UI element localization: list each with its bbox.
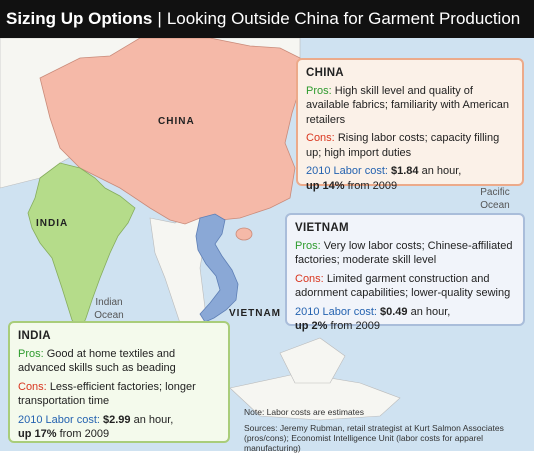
title: Sizing Up Options — [6, 9, 153, 28]
subtitle: Looking Outside China for Garment Produc… — [166, 9, 521, 28]
china-box-title: CHINA — [306, 67, 344, 79]
vietnam-cons-label: Cons: — [295, 272, 324, 285]
vietnam-cons: Cons: Limited garment construction and a… — [295, 272, 515, 301]
india-pros: Pros: Good at home textiles and advanced… — [18, 347, 220, 376]
vietnam-labor-cost: 2010 Labor cost: $0.49 an hour, up 2% fr… — [295, 305, 515, 334]
sources-text: Sources: Jeremy Rubman, retail strategis… — [244, 423, 504, 453]
india-shape — [27, 162, 136, 333]
map-label-vietnam: VIETNAM — [229, 308, 281, 319]
india-pros-label: Pros: — [18, 347, 44, 360]
china-cons: Cons: Rising labor costs; capacity filli… — [306, 131, 514, 160]
vietnam-labor-change: up 2% — [295, 320, 328, 332]
labor-cost-note: Note: Labor costs are estimates — [244, 407, 365, 417]
india-cons: Cons: Less-efficient factories; longer t… — [18, 380, 220, 409]
china-cons-label: Cons: — [306, 132, 335, 144]
land-borneo — [279, 337, 346, 384]
india-box-title: INDIA — [18, 330, 51, 342]
vietnam-pros-label: Pros: — [295, 239, 321, 252]
pacific-ocean-line1: Pacific — [480, 187, 510, 198]
vietnam-labor-unit: an hour, — [410, 305, 451, 318]
china-shape — [39, 38, 301, 225]
vietnam-pros-text: Very low labor costs; Chinese-affiliated… — [295, 239, 513, 267]
china-pros-label: Pros: — [306, 84, 332, 97]
india-pros-text: Good at home textiles and advanced skill… — [18, 347, 176, 375]
vietnam-box-title: VIETNAM — [295, 222, 349, 234]
india-labor-change: up 17% — [18, 428, 57, 440]
indian-ocean-line1: Indian — [95, 297, 123, 308]
map-label-india: INDIA — [36, 218, 69, 229]
china-cons-text: Rising labor costs; capacity filling up;… — [306, 132, 500, 159]
pacific-ocean-line2: Ocean — [480, 200, 510, 211]
hainan-shape — [235, 227, 253, 241]
china-labor-from: from 2009 — [347, 179, 398, 192]
vietnam-shape — [195, 213, 239, 323]
indian-ocean-line2: Ocean — [94, 310, 124, 321]
china-labor-label: 2010 Labor cost: — [306, 165, 388, 177]
china-labor-unit: an hour, — [421, 165, 462, 177]
china-labor-cost: 2010 Labor cost: $1.84 an hour, up 14% f… — [306, 164, 514, 193]
china-info-box: CHINA Pros: High skill level and quality… — [296, 58, 524, 192]
india-labor-value: $2.99 — [103, 413, 131, 426]
pacific-ocean-label: Pacific Ocean — [470, 186, 520, 212]
india-labor-from: from 2009 — [59, 428, 110, 440]
india-cons-text: Less-efficient factories; longer transpo… — [18, 380, 196, 408]
vietnam-labor-value: $0.49 — [380, 305, 408, 318]
map-label-china: CHINA — [158, 116, 195, 127]
india-labor-label: 2010 Labor cost: — [18, 413, 100, 426]
title-separator: | — [157, 9, 162, 28]
vietnam-pros: Pros: Very low labor costs; Chinese-affi… — [295, 239, 515, 268]
vietnam-cons-text: Limited garment construction and adornme… — [295, 272, 511, 300]
china-pros: Pros: High skill level and quality of av… — [306, 84, 514, 128]
vietnam-info-box: VIETNAM Pros: Very low labor costs; Chin… — [285, 213, 525, 332]
china-pros-text: High skill level and quality of availabl… — [306, 84, 509, 126]
vietnam-labor-label: 2010 Labor cost: — [295, 305, 377, 318]
footnotes: Note: Labor costs are estimates Sources:… — [244, 407, 530, 453]
vietnam-labor-from: from 2009 — [330, 320, 380, 332]
india-labor-unit: an hour, — [133, 413, 174, 426]
india-labor-cost: 2010 Labor cost: $2.99 an hour, up 17% f… — [18, 413, 220, 442]
india-info-box: INDIA Pros: Good at home textiles and ad… — [8, 321, 230, 443]
china-labor-change: up 14% — [306, 179, 345, 192]
china-labor-value: $1.84 — [391, 165, 419, 177]
title-bar: Sizing Up Options | Looking Outside Chin… — [0, 0, 534, 38]
india-cons-label: Cons: — [18, 380, 47, 393]
indian-ocean-label: Indian Ocean — [84, 296, 134, 322]
